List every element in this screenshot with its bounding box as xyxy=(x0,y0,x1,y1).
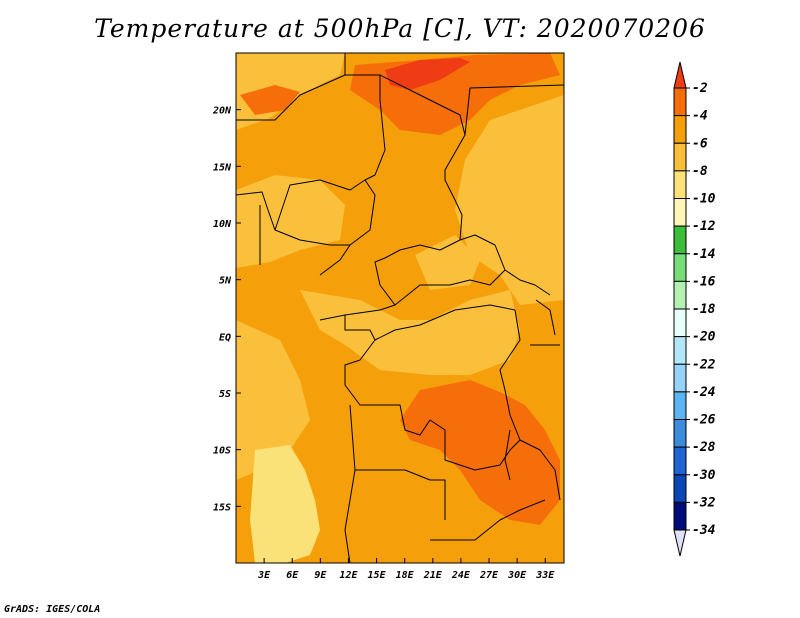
lon-tick-label: 30E xyxy=(507,570,527,581)
colorbar-swatch xyxy=(673,336,687,365)
colorbar-top-arrow xyxy=(673,61,687,89)
lon-tick-label: 27E xyxy=(479,570,499,581)
map-panel: 20N 15N 10N 5N EQ 5S 10S 15S 3E 6E 9E 12E 15E 18E 21E… xyxy=(212,52,565,581)
lat-tick-label: 20N xyxy=(212,106,232,117)
colorbar-label: -28 xyxy=(692,440,716,455)
colorbar-swatch xyxy=(673,253,687,282)
colorbar: -2 -4 -6 -8 -10 -12 -14 -16 -18 -20 -22 -24 -26 -28 -3… xyxy=(673,61,716,557)
lon-tick-label: 24E xyxy=(451,570,471,581)
lon-tick-label: 33E xyxy=(535,570,555,581)
colorbar-label: -32 xyxy=(692,495,716,510)
lon-tick-label: 21E xyxy=(423,570,443,581)
colorbar-swatch xyxy=(673,501,687,531)
lat-tick-label: 10S xyxy=(213,446,231,457)
lon-tick-label: 3E xyxy=(257,570,271,581)
colorbar-swatch xyxy=(673,363,687,393)
colorbar-swatch xyxy=(673,446,687,476)
colorbar-swatch xyxy=(673,225,687,255)
colorbar-swatch xyxy=(673,198,687,227)
colorbar-label: -6 xyxy=(692,136,708,151)
lon-tick-label: 18E xyxy=(396,570,415,581)
lat-tick-label: 5S xyxy=(219,389,231,400)
colorbar-label: -20 xyxy=(692,330,716,345)
colorbar-label: -4 xyxy=(692,109,708,124)
temperature-field xyxy=(236,53,564,563)
colorbar-label: -34 xyxy=(692,523,716,538)
colorbar-swatch xyxy=(673,308,687,338)
lon-tick-label: 9E xyxy=(314,570,327,581)
lat-tick-label: 15N xyxy=(213,162,232,173)
colorbar-label: -30 xyxy=(692,468,716,483)
colorbar-swatch xyxy=(673,474,687,503)
colorbar-label: -24 xyxy=(692,385,716,400)
colorbar-label: -26 xyxy=(692,413,716,428)
colorbar-swatch xyxy=(673,142,687,172)
colorbar-label: -8 xyxy=(692,164,708,179)
colorbar-swatch xyxy=(673,391,687,420)
lat-tick-label: 15S xyxy=(213,502,231,513)
colorbar-swatch xyxy=(673,170,687,199)
lat-tick-label: EQ xyxy=(219,332,231,343)
lon-tick-label: 6E xyxy=(286,570,299,581)
colorbar-bottom-arrow xyxy=(673,529,687,557)
lat-tick-label: 10N xyxy=(213,219,232,230)
colorbar-swatch xyxy=(673,280,687,310)
credit-text: GrADS: IGES/COLA xyxy=(4,604,101,615)
colorbar-label: -12 xyxy=(692,219,716,234)
lat-axis: 20N 15N 10N 5N EQ 5S 10S 15S xyxy=(212,106,241,513)
colorbar-label: -22 xyxy=(692,357,716,372)
lon-tick-label: 12E xyxy=(339,570,358,581)
lon-tick-label: 15E xyxy=(368,570,387,581)
lat-tick-label: 5N xyxy=(219,276,232,287)
colorbar-swatch xyxy=(673,87,687,117)
country-borders xyxy=(236,53,564,563)
colorbar-label: -10 xyxy=(692,192,716,207)
colorbar-label: -16 xyxy=(692,274,716,289)
colorbar-label: -14 xyxy=(692,247,716,262)
colorbar-swatch xyxy=(673,419,687,448)
page-title: Temperature at 500hPa [C], VT: 202007020… xyxy=(94,14,706,43)
colorbar-swatch xyxy=(673,115,687,144)
colorbar-label: -18 xyxy=(692,302,716,317)
map-frame xyxy=(235,52,565,564)
lon-axis: 3E 6E 9E 12E 15E 18E 21E 24E 27E 30E 33E xyxy=(257,558,555,581)
colorbar-label: -2 xyxy=(692,81,708,96)
